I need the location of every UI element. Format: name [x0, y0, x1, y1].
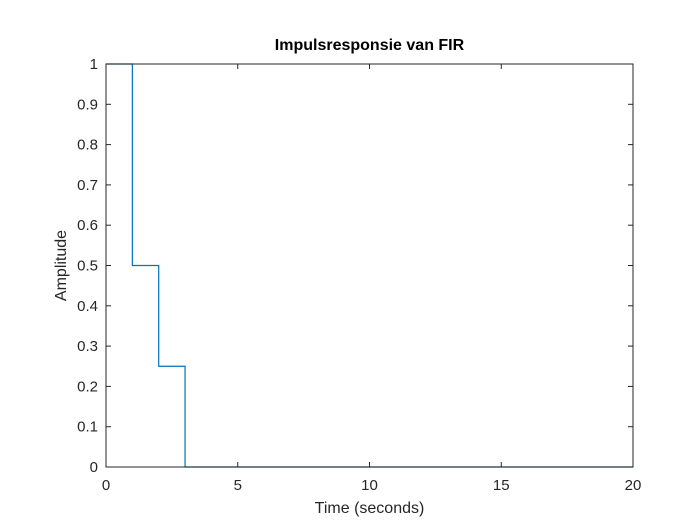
y-tick-label: 0.3 — [77, 338, 98, 355]
y-axis-label: Amplitude — [53, 230, 70, 301]
plot-area — [106, 64, 633, 467]
y-tick-label: 0.9 — [77, 96, 98, 113]
y-tick-label: 0.5 — [77, 258, 98, 275]
y-tick-label: 0.1 — [77, 419, 98, 436]
ticks-layer: 0 5 10 15 20 0 0.1 0.2 0.3 0.4 0.5 0.6 0.7 0.8 0.9 1 — [77, 56, 641, 494]
y-tick-label: 0 — [90, 459, 98, 476]
y-tick-label: 1 — [90, 56, 98, 73]
x-tick-label: 10 — [361, 477, 378, 494]
y-tick-label: 0.2 — [77, 378, 98, 395]
y-tick-label: 0.6 — [77, 217, 98, 234]
chart-title: Impulsresponsie van FIR — [275, 37, 465, 54]
x-tick-label: 0 — [102, 477, 110, 494]
x-tick-label: 15 — [493, 477, 510, 494]
x-axis-label: Time (seconds) — [315, 500, 425, 517]
y-tick-label: 0.4 — [77, 298, 98, 315]
x-tick-label: 5 — [234, 477, 242, 494]
y-tick-label: 0.8 — [77, 137, 98, 154]
x-tick-label: 20 — [625, 477, 642, 494]
y-tick-label: 0.7 — [77, 177, 98, 194]
impulse-response-series-line — [106, 63, 633, 468]
